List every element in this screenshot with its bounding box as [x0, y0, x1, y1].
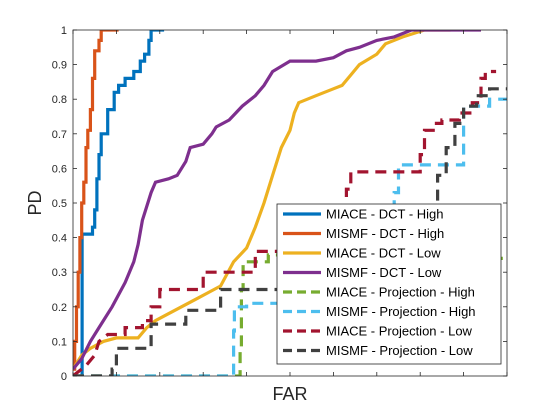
y-tick-label: 0.3 — [52, 267, 67, 279]
legend-label-3: MIACE - DCT - Low — [326, 246, 441, 261]
y-axis-title: PD — [25, 190, 45, 215]
x-axis-ticks — [72, 30, 508, 376]
legend-label-1: MIACE - DCT - High — [326, 207, 444, 222]
legend-label-8: MISMF - Projection - Low — [326, 343, 473, 358]
legend-label-4: MISMF - DCT - Low — [326, 265, 442, 280]
series-line-1 — [80, 30, 165, 376]
series-line-4 — [73, 30, 481, 371]
y-tick-label: 0.7 — [52, 129, 67, 141]
legend-label-5: MIACE - Projection - High — [326, 285, 475, 300]
legend-box — [276, 203, 502, 365]
legend-label-7: MIACE - Projection - Low — [326, 324, 473, 339]
y-tick-label: 0.4 — [52, 233, 67, 245]
legend-label-2: MISMF - DCT - High — [326, 226, 444, 241]
y-tick-label: 0.1 — [52, 336, 67, 348]
y-tick-label: 0.5 — [52, 198, 67, 210]
x-axis-title: FAR — [272, 384, 307, 404]
y-tick-label: 0.6 — [52, 163, 67, 175]
y-axis-ticks: 0 0.1 0.2 0.3 0.4 0.5 0.6 0.7 0.8 0.9 1 — [52, 25, 507, 383]
legend-label-6: MISMF - Projection - High — [326, 304, 476, 319]
y-tick-label: 0.8 — [52, 94, 67, 106]
y-tick-label: 0 — [61, 371, 67, 383]
series-line-3 — [73, 30, 451, 370]
series-line-5 — [73, 253, 507, 376]
series-line-2 — [73, 30, 119, 371]
y-tick-label: 0.2 — [52, 302, 67, 314]
y-tick-label: 1 — [61, 25, 67, 37]
y-tick-label: 0.9 — [52, 60, 67, 72]
legend: MIACE - DCT - High MISMF - DCT - High MIAC… — [276, 203, 502, 365]
